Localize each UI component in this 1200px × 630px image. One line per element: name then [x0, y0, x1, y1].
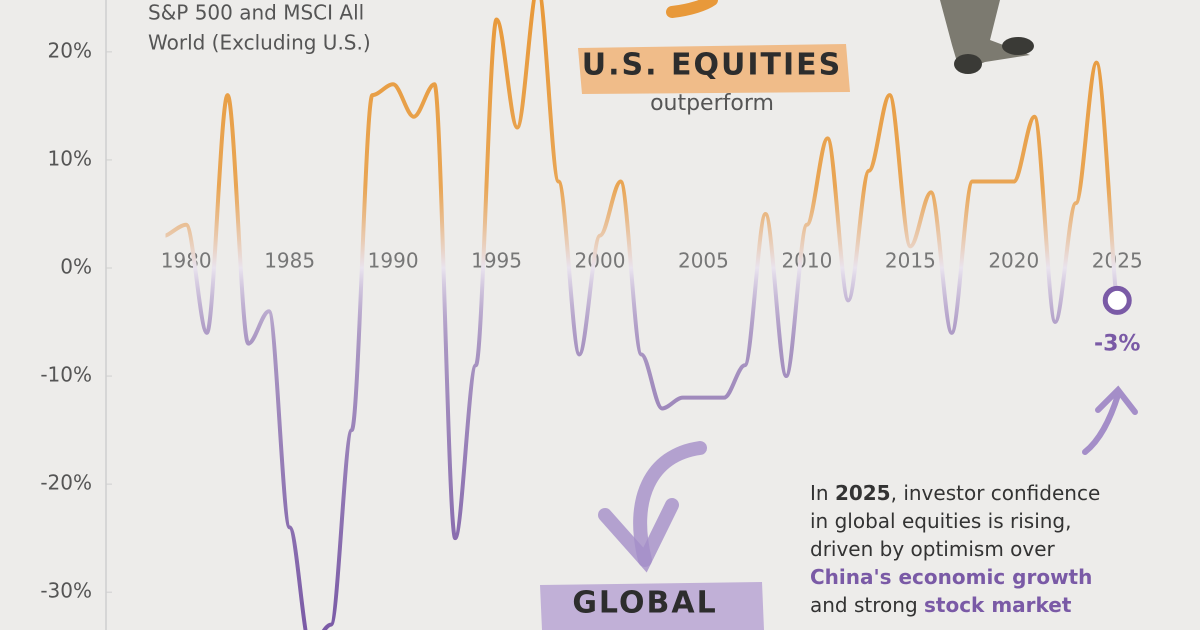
x-tick-label: 1990 [368, 248, 419, 272]
x-tick-label: 2005 [678, 248, 729, 272]
figure [940, 0, 1030, 72]
lower-label: GLOBAL [572, 586, 717, 621]
x-tick-label: 2020 [988, 248, 1039, 272]
annotation: In 2025, investor confidence in global eq… [810, 481, 1100, 617]
arrow [1095, 385, 1138, 415]
annotation-text: , investor confidence [891, 481, 1101, 505]
annotation-text: stock market [924, 593, 1072, 617]
x-tick-label: 2000 [575, 248, 626, 272]
annotation-line: and strong stock market [810, 593, 1072, 617]
y-tick-label: -10% [40, 363, 92, 387]
x-tick-label: 1995 [471, 248, 522, 272]
chart-title: World (Excluding U.S.) [148, 31, 371, 55]
annotation-line: driven by optimism over [810, 537, 1056, 561]
x-tick-label: 2015 [885, 248, 936, 272]
y-tick-label: 20% [48, 38, 92, 62]
upper-sublabel: outperform [650, 91, 774, 116]
x-tick-label: 2025 [1092, 248, 1143, 272]
y-tick-label: 10% [48, 146, 92, 170]
arrow [633, 441, 707, 567]
annotation-text: 2025 [835, 481, 891, 505]
x-tick-label: 2010 [781, 248, 832, 272]
annotation-text: in global equities is rising, [810, 509, 1071, 533]
annotation-line: China's economic growth [810, 565, 1092, 589]
figure-shoe [954, 54, 982, 74]
line [164, 0, 1120, 630]
annotation-text: and strong [810, 593, 924, 617]
x-tick-label: 1985 [264, 248, 315, 272]
arrow [1082, 392, 1121, 455]
value-label: -3% [1094, 331, 1140, 356]
y-tick-label: -30% [40, 579, 92, 603]
label-bg [578, 44, 850, 94]
chart-title: S&P 500 and MSCI All [148, 1, 364, 25]
arrow [666, 0, 718, 18]
y-tick-label: 0% [60, 254, 92, 278]
end-point [1102, 285, 1132, 315]
annotation-line: in global equities is rising, [810, 509, 1071, 533]
figure-shoe [1002, 37, 1034, 55]
arrow [598, 498, 679, 573]
label-bg [540, 582, 764, 630]
annotation-line: In 2025, investor confidence [810, 481, 1100, 505]
annotation-text: In [810, 481, 835, 505]
y-tick-label: -20% [40, 471, 92, 495]
upper-label: U.S. EQUITIES [582, 48, 842, 83]
annotation-text: China's economic growth [810, 565, 1092, 589]
annotation-text: driven by optimism over [810, 537, 1056, 561]
x-tick-label: 1980 [161, 248, 212, 272]
